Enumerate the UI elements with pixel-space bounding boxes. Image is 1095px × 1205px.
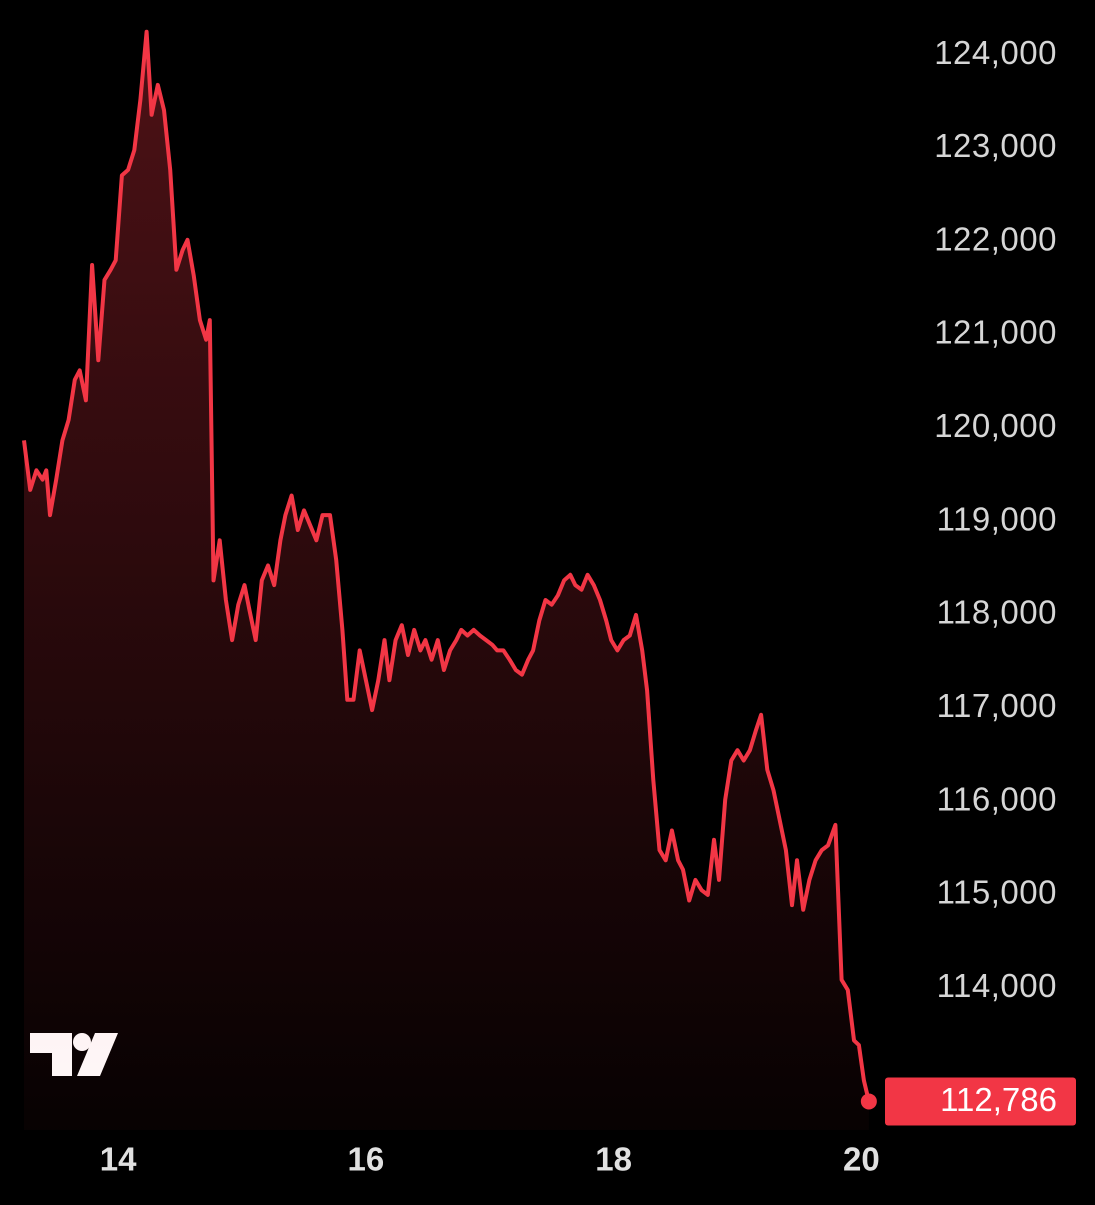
last-point <box>860 1093 877 1110</box>
x-tick-label: 20 <box>843 1141 880 1178</box>
price-line <box>22 29 871 1102</box>
y-tick-label: 124,000 <box>934 34 1057 71</box>
price-badge-label: 112,786 <box>940 1081 1057 1118</box>
y-tick-label: 115,000 <box>937 874 1057 911</box>
y-tick-label: 120,000 <box>934 407 1057 444</box>
y-tick-label: 123,000 <box>934 127 1057 164</box>
y-tick-label: 114,000 <box>937 967 1057 1004</box>
y-tick-label: 121,000 <box>934 314 1057 351</box>
y-tick-label: 122,000 <box>934 220 1057 257</box>
y-tick-label: 119,000 <box>937 500 1057 537</box>
x-tick-label: 16 <box>348 1141 385 1178</box>
y-tick-label: 116,000 <box>937 780 1057 817</box>
y-tick-label: 118,000 <box>937 594 1057 631</box>
x-tick-label: 18 <box>595 1141 632 1178</box>
area <box>24 31 869 1131</box>
y-tick-label: 117,000 <box>937 687 1057 724</box>
x-tick-label: 14 <box>100 1141 137 1178</box>
price-badge <box>885 1077 1076 1126</box>
